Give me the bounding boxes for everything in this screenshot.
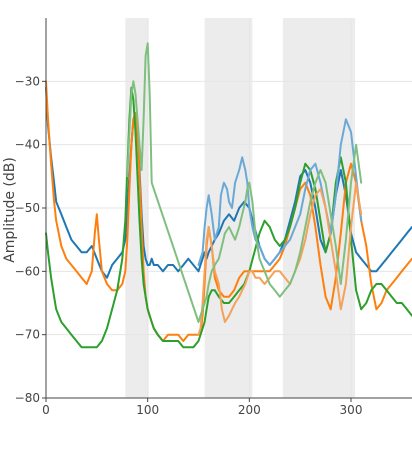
tick-labels: −80 −70 −60 −50 −40 −30 0 100 200 300: [15, 74, 363, 417]
x-tick-label: 200: [238, 403, 261, 417]
grid-lines: [46, 18, 412, 398]
x-tick-label: 100: [136, 403, 159, 417]
y-tick-label: −60: [15, 264, 40, 278]
x-tick-label: 0: [42, 403, 50, 417]
y-tick-label: −70: [15, 328, 40, 342]
x-tick-label: 300: [340, 403, 363, 417]
y-tick-label: −30: [15, 74, 40, 88]
y-axis-title: Amplitude (dB): [2, 157, 18, 263]
y-tick-label: −50: [15, 201, 40, 215]
y-tick-label: −80: [15, 391, 40, 405]
series-line-0: [45, 86, 412, 279]
series-line-5: [126, 42, 363, 323]
series-lines: [45, 42, 412, 349]
y-tick-label: −40: [15, 138, 40, 152]
